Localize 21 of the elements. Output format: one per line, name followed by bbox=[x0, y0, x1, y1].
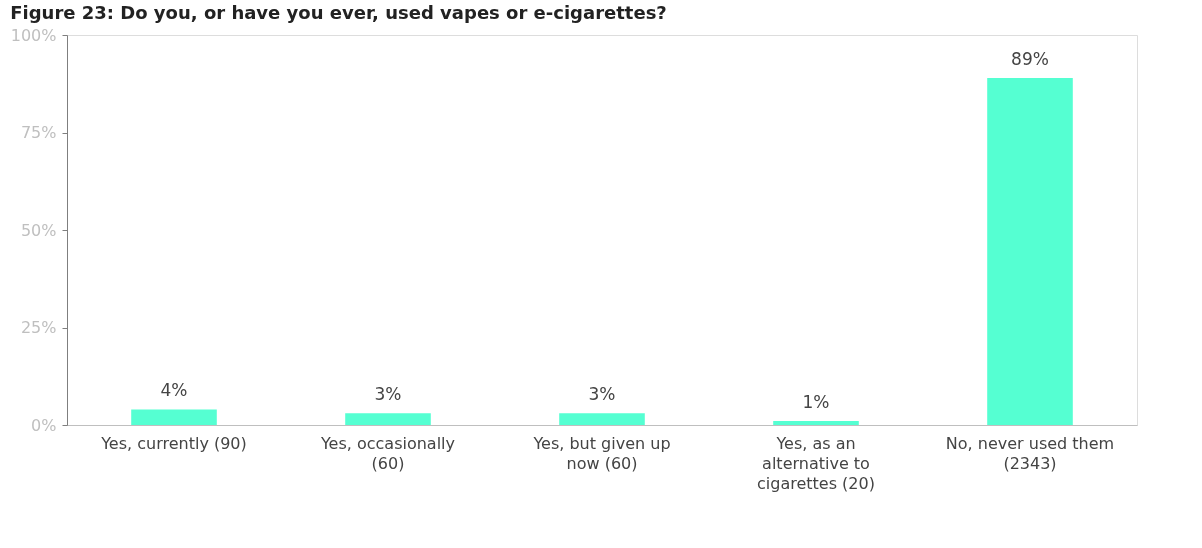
x-tick-label: No, never used them (2343) bbox=[945, 433, 1115, 473]
bar bbox=[559, 413, 645, 425]
bar bbox=[345, 413, 431, 425]
bar bbox=[131, 409, 217, 425]
data-label: 1% bbox=[802, 392, 830, 413]
bar bbox=[987, 77, 1073, 425]
data-label: 3% bbox=[374, 384, 402, 405]
bar bbox=[773, 421, 859, 425]
x-tick-label: Yes, but given up now (60) bbox=[532, 433, 671, 473]
data-label: 4% bbox=[160, 380, 188, 401]
x-tick-label: Yes, as an alternative to cigarettes (20) bbox=[757, 433, 875, 493]
y-tick-label: 50% bbox=[20, 220, 57, 240]
chart-title: Figure 23: Do you, or have you ever, used vapes or e-cigarettes? bbox=[10, 2, 667, 23]
y-tick-label: 100% bbox=[10, 25, 57, 45]
data-label: 89% bbox=[1011, 48, 1049, 69]
x-tick-label: Yes, occasionally (60) bbox=[319, 433, 456, 473]
y-tick-label: 25% bbox=[20, 318, 57, 337]
data-label: 3% bbox=[588, 384, 616, 405]
y-tick-label: 75% bbox=[20, 123, 57, 142]
x-tick-label: Yes, currently (90) bbox=[100, 433, 247, 453]
y-tick-label: 0% bbox=[31, 415, 57, 435]
